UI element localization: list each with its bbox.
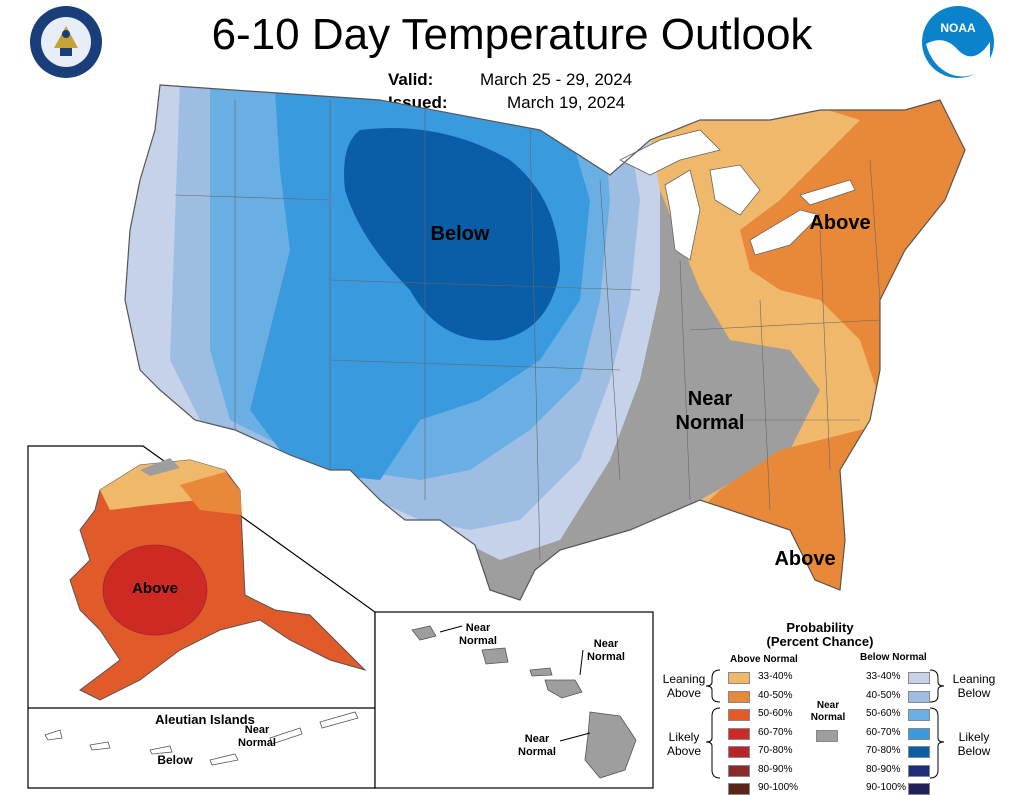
legend-below-swatch	[908, 690, 930, 703]
legend-above-swatch	[728, 709, 750, 721]
valid-label-text: Valid:	[388, 70, 434, 89]
lake-ontario	[799, 179, 856, 206]
label-hawaii-near-c-line1: Near	[524, 733, 550, 745]
legend-above-swatch	[728, 727, 750, 740]
valid-value: March 25 - 29, 2024	[480, 70, 633, 89]
issued-value: March 19, 2024	[507, 93, 626, 112]
legend-below-braces	[929, 669, 945, 779]
alaska-near-normal-tip	[140, 458, 180, 476]
legend-below-range-label: 33-40%	[866, 671, 901, 682]
lake-huron	[709, 164, 761, 216]
hawaii-islands	[411, 625, 637, 779]
label-aleutian-title: Aleutian Islands	[155, 712, 255, 727]
label-hawaii-near-a-line1: Near	[465, 622, 491, 634]
legend-near-line2: Normal	[810, 712, 846, 723]
legend-above-range-label: 80-90%	[758, 763, 793, 775]
page-title: 6-10 Day Temperature Outlook	[211, 10, 813, 59]
label-hawaii-near-c-line2: Normal	[518, 746, 556, 758]
legend-below-swatch	[908, 746, 930, 758]
legend-likely-below-line1: Likely	[958, 730, 990, 744]
lake-superior	[619, 129, 721, 176]
legend-below-swatch	[908, 727, 930, 740]
legend-below-range-label: 70-80%	[866, 745, 901, 756]
legend-below-range-label: 50-60%	[866, 708, 901, 719]
legend-above-swatch	[728, 690, 750, 703]
legend-below-swatch	[908, 709, 930, 721]
hawaii-leader-lines	[439, 625, 591, 742]
legend-title-line1: Probability	[786, 620, 854, 635]
legend-above-head: Above Normal	[730, 654, 798, 665]
lake-michigan	[664, 169, 701, 261]
legend-leaning-below-line2: Below	[957, 686, 991, 700]
legend-title-line2: (Percent Chance)	[766, 634, 874, 649]
label-above-northeast: Above	[809, 212, 871, 234]
noaa-logo-text: NOAA	[940, 21, 976, 35]
label-aleutian-near-line2: Normal	[238, 737, 276, 749]
legend-below-range-label: 60-70%	[866, 726, 901, 738]
valid-label: Valid:	[388, 70, 433, 90]
noaa-logo-icon: NOAA	[922, 6, 994, 78]
legend-above-braces	[705, 669, 721, 779]
alaska-northeast	[180, 472, 242, 515]
lake-erie	[749, 209, 821, 256]
legend-leaning-above-line2: Above	[666, 686, 702, 700]
legend-below-range-label: 90-100%	[866, 782, 907, 793]
legend-above-swatch	[728, 783, 750, 795]
legend-below-head: Below Normal	[860, 652, 927, 663]
legend-below-swatch	[908, 764, 930, 777]
label-aleutian-near-line1: Near	[244, 724, 270, 736]
legend-below-range-label: 80-90%	[866, 763, 901, 775]
label-near-normal-line2: Normal	[675, 412, 745, 434]
label-below: Below	[430, 223, 490, 245]
label-hawaii-near-a-line2: Normal	[459, 635, 497, 647]
legend-above-range-label: 70-80%	[758, 745, 793, 756]
legend-likely-above-line2: Above	[666, 744, 702, 758]
alaska-above-core	[102, 544, 208, 636]
label-aleutian-below: Below	[157, 753, 193, 767]
legend-above-range-label: 60-70%	[758, 726, 793, 738]
legend-above-range-label: 33-40%	[758, 671, 793, 682]
legend-likely-below-line2: Below	[957, 744, 991, 758]
state-boundaries	[174, 100, 881, 561]
legend-above-swatch	[728, 746, 750, 758]
label-hawaii-near-b-line1: Near	[593, 638, 619, 650]
legend-near-normal-swatch	[816, 730, 838, 742]
legend-above-range-label: 40-50%	[758, 689, 793, 701]
legend-near-line1: Near	[816, 700, 840, 711]
below-core-region	[344, 128, 560, 341]
aleutian-islands	[44, 711, 359, 766]
legend-above-range-label: 50-60%	[758, 708, 793, 719]
conus-outline	[124, 84, 966, 601]
legend-leaning-above-line1: Leaning	[662, 672, 706, 686]
label-above-southeast: Above	[774, 548, 836, 570]
legend-below-swatch	[908, 672, 930, 684]
legend-above-swatch	[728, 764, 750, 777]
legend-above-swatch	[728, 672, 750, 684]
legend-likely-above-line1: Likely	[668, 730, 700, 744]
legend-below-range-label: 40-50%	[866, 689, 901, 701]
label-near-normal-line1: Near	[687, 388, 733, 410]
legend-leaning-below-line1: Leaning	[952, 672, 996, 686]
commerce-seal-icon	[30, 6, 102, 78]
label-alaska-above: Above	[132, 580, 178, 597]
legend-above-range-label: 90-100%	[758, 782, 799, 793]
label-hawaii-near-b-line2: Normal	[587, 651, 625, 663]
